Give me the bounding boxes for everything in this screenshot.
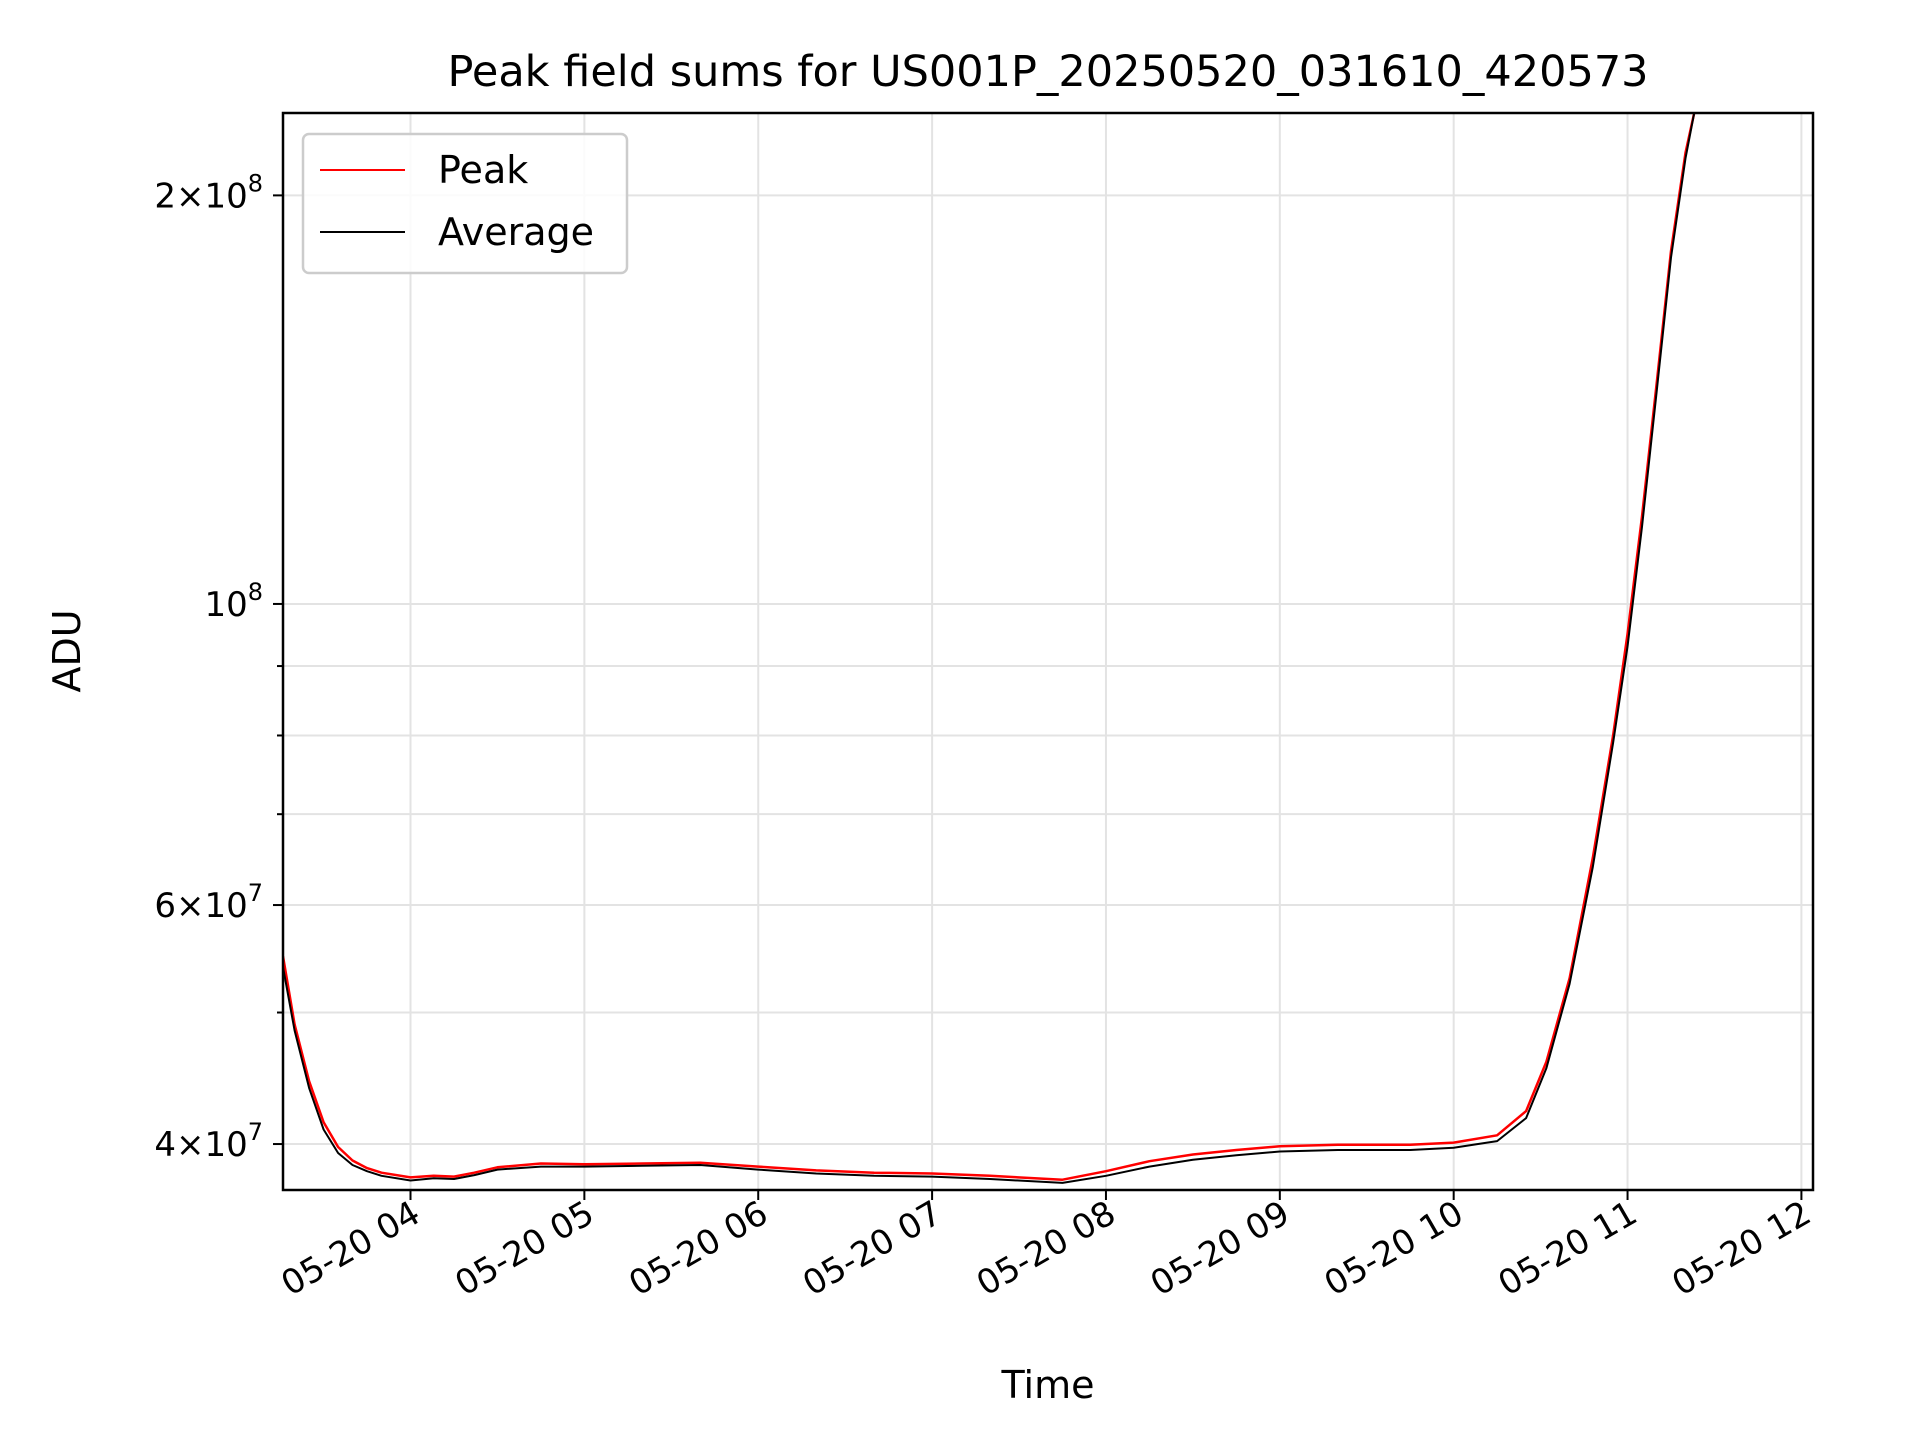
y-tick-label: 6×107 (154, 879, 263, 926)
legend-box (301, 132, 629, 275)
y-tick-label: 2×108 (154, 169, 263, 216)
legend: Peak Average (301, 132, 629, 275)
series-layer (283, 113, 1696, 1184)
legend-label-peak: Peak (438, 148, 528, 192)
grid-layer (283, 113, 1813, 1190)
series-line-peak (283, 113, 1696, 1181)
y-tick-label: 4×107 (154, 1118, 263, 1165)
series-line-average (283, 113, 1696, 1184)
legend-label-average: Average (438, 210, 594, 254)
y-axis-label: ADU (45, 609, 89, 692)
x-axis-label: Time (1001, 1363, 1095, 1407)
chart-title: Peak field sums for US001P_20250520_0316… (447, 47, 1648, 97)
plot-frame (281, 111, 1815, 1192)
y-tick-label: 108 (204, 578, 263, 625)
